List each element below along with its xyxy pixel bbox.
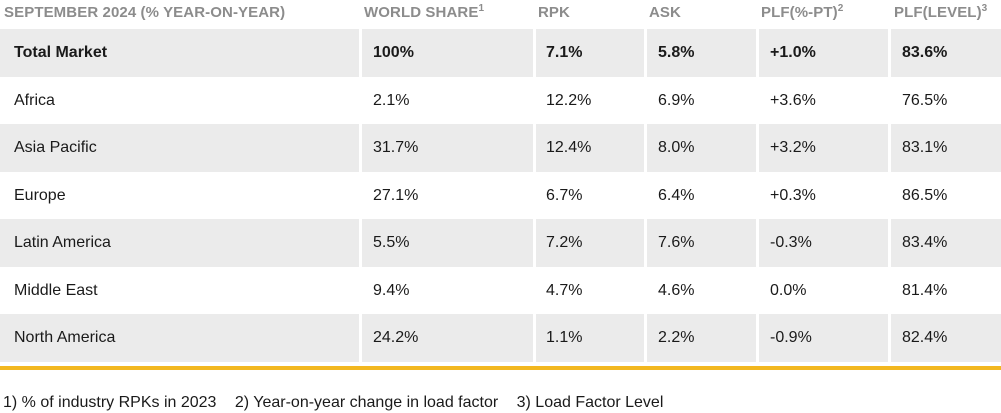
column-divider [533,219,536,267]
region-cell: Latin America [14,234,111,251]
header-ask: ASK [649,4,681,21]
value-cell: 2.2% [658,329,695,346]
value-cell: 0.0% [770,281,807,299]
value-cell: 86.5% [902,186,948,204]
footnote-3: 3) Load Factor Level [516,394,664,411]
value-cell: 6.7% [546,186,583,204]
table-header: SEPTEMBER 2024 (% YEAR-ON-YEAR) WORLD SH… [0,0,1001,29]
value-cell: 5.5% [373,234,410,251]
value-cell: 31.7% [373,139,419,156]
value-cell: 7.1% [546,44,583,61]
column-divider [756,29,759,77]
table-row: North America 24.2% 1.1% 2.2% -0.9% 82.4% [0,314,1001,362]
region-cell: Africa [14,91,55,109]
value-cell: 83.4% [902,234,948,251]
table-row: Europe 27.1% 6.7% 6.4% +0.3% 86.5% [0,172,1001,220]
column-divider [359,124,362,172]
header-rpk: RPK [538,4,570,21]
column-divider [644,219,647,267]
region-cell: Europe [14,186,66,204]
value-cell: 27.1% [373,186,419,204]
column-divider [756,219,759,267]
value-cell: -0.3% [770,234,812,251]
value-cell: 8.0% [658,139,695,156]
value-cell: 7.2% [546,234,583,251]
region-cell: Middle East [14,281,98,299]
header-plf-level: PLF(LEVEL)3 [894,3,988,22]
value-cell: 24.2% [373,329,419,346]
column-divider [888,314,891,362]
traffic-table: SEPTEMBER 2024 (% YEAR-ON-YEAR) WORLD SH… [0,0,1001,362]
value-cell: 5.8% [658,44,695,61]
column-divider [359,219,362,267]
value-cell: 4.6% [658,281,695,299]
column-divider [644,124,647,172]
footnote-2: 2) Year-on-year change in load factor [234,394,499,411]
region-cell: Asia Pacific [14,139,97,156]
header-plf-pt: PLF(%-PT)2 [761,3,844,22]
value-cell: 100% [373,44,414,61]
column-divider [644,29,647,77]
footnotes: 1) % of industry RPKs in 2023 2) Year-on… [3,394,677,412]
column-divider [756,124,759,172]
value-cell: 6.9% [658,91,695,109]
column-divider [644,314,647,362]
column-divider [533,124,536,172]
table-row: Asia Pacific 31.7% 12.4% 8.0% +3.2% 83.1% [0,124,1001,172]
value-cell: +0.3% [770,186,816,204]
value-cell: 9.4% [373,281,410,299]
table-bottom-rule [0,366,1001,370]
value-cell: 7.6% [658,234,695,251]
value-cell: 6.4% [658,186,695,204]
value-cell: -0.9% [770,329,812,346]
region-cell: Total Market [14,44,108,61]
table-row-total: Total Market 100% 7.1% 5.8% +1.0% 83.6% [0,29,1001,77]
column-divider [533,29,536,77]
value-cell: +1.0% [770,44,816,61]
value-cell: 82.4% [902,329,948,346]
table-row: Africa 2.1% 12.2% 6.9% +3.6% 76.5% [0,77,1001,125]
value-cell: 81.4% [902,281,948,299]
value-cell: +3.2% [770,139,816,156]
value-cell: 76.5% [902,91,948,109]
region-cell: North America [14,329,116,346]
column-divider [533,314,536,362]
column-divider [888,219,891,267]
value-cell: 2.1% [373,91,410,109]
header-world-share: WORLD SHARE1 [364,3,485,22]
value-cell: 83.6% [902,44,948,61]
column-divider [888,29,891,77]
header-period: SEPTEMBER 2024 (% YEAR-ON-YEAR) [4,4,286,21]
value-cell: +3.6% [770,91,816,109]
table-body: Total Market 100% 7.1% 5.8% +1.0% 83.6% Africa… [0,29,1001,362]
column-divider [359,29,362,77]
value-cell: 1.1% [546,329,583,346]
value-cell: 12.4% [546,139,592,156]
column-divider [888,124,891,172]
column-divider [359,314,362,362]
value-cell: 83.1% [902,139,948,156]
table-row: Middle East 9.4% 4.7% 4.6% 0.0% 81.4% [0,267,1001,315]
value-cell: 12.2% [546,91,592,109]
value-cell: 4.7% [546,281,583,299]
table-row: Latin America 5.5% 7.2% 7.6% -0.3% 83.4% [0,219,1001,267]
footnote-1: 1) % of industry RPKs in 2023 [3,394,217,411]
column-divider [756,314,759,362]
